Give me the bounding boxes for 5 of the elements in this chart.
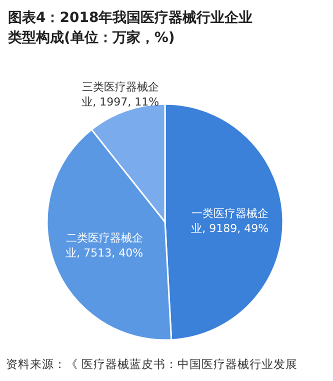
slice-label: 一类医疗器械企业, 9189, 49% <box>191 206 269 235</box>
slice-label: 三类医疗器械企业, 1997, 11% <box>82 80 160 108</box>
text: 资料来源：《 医疗器械蓝皮书：中国医疗器械行业发展 <box>6 357 298 371</box>
chart-title: 图表4：2018年我国医疗器械行业企业类型构成(单位：万家，%) <box>7 9 253 46</box>
slice-label: 二类医疗器械企业, 7513, 40% <box>66 232 144 260</box>
